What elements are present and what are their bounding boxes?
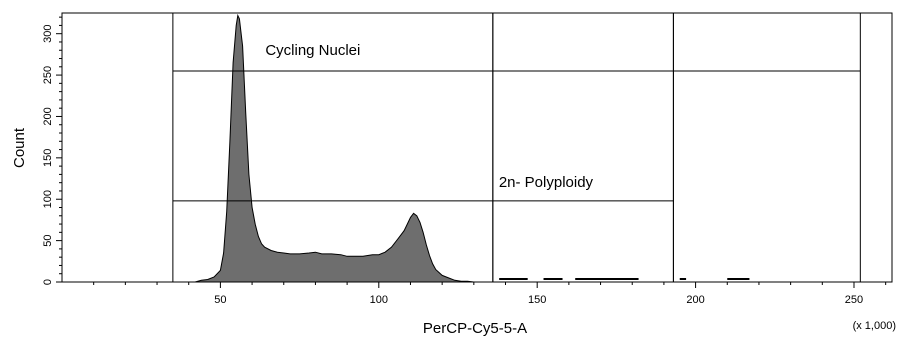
gate-label: 2n- Polyploidy (499, 174, 594, 191)
x-tick-label: 150 (528, 294, 546, 306)
x-axis-multiplier: (x 1,000) (853, 320, 896, 332)
y-tick-label: 200 (42, 107, 54, 125)
x-tick-label: 50 (214, 294, 226, 306)
plot-frame (61, 12, 893, 283)
y-tick-label: 150 (42, 149, 54, 167)
y-axis-title: Count (11, 127, 28, 168)
x-tick-label: 100 (370, 294, 388, 306)
y-tick-label: 0 (42, 279, 54, 285)
x-tick-label: 200 (686, 294, 704, 306)
x-axis-title: PerCP-Cy5-5-A (423, 320, 527, 337)
x-tick-label: 250 (845, 294, 863, 306)
axis-layer: 0 50 100 150 200 250 300 50 100 150 200 250 (42, 12, 893, 306)
y-tick-label: 300 (42, 25, 54, 43)
plot-layer (194, 13, 750, 283)
y-tick-label: 250 (42, 66, 54, 84)
y-tick-label: 50 (42, 234, 54, 246)
gate-label: Cycling Nuclei (265, 42, 360, 59)
histogram-area (194, 13, 474, 283)
y-tick-label: 100 (42, 190, 54, 208)
